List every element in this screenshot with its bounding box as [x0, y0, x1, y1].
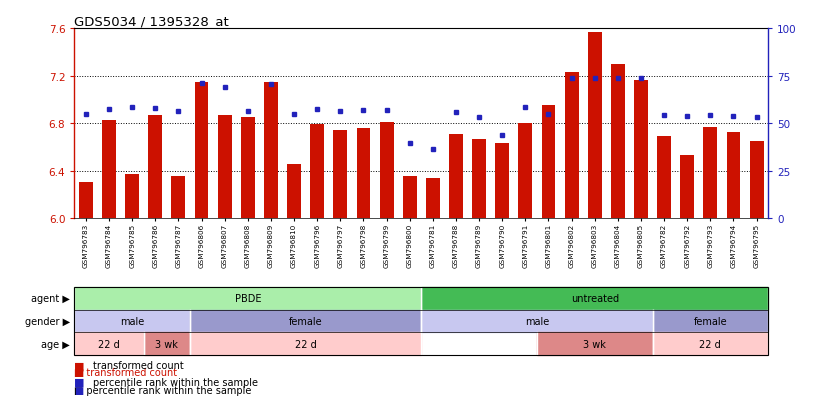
Bar — [241, 118, 254, 219]
Bar — [565, 73, 578, 219]
Text: transformed count: transformed count — [93, 361, 183, 370]
Bar — [657, 137, 671, 219]
Bar — [449, 135, 463, 219]
Bar — [426, 178, 439, 219]
Bar — [681, 156, 694, 219]
Text: ■: ■ — [74, 367, 83, 377]
Bar — [287, 164, 301, 219]
Bar — [750, 142, 763, 219]
Bar — [264, 82, 278, 219]
Bar — [126, 175, 139, 219]
Text: ■ transformed count: ■ transformed count — [74, 367, 178, 377]
Text: 3 wk: 3 wk — [155, 339, 178, 349]
Text: female: female — [289, 316, 322, 326]
Bar — [380, 123, 393, 219]
Bar — [704, 128, 717, 219]
Bar — [195, 82, 208, 219]
Text: 22 d: 22 d — [98, 339, 120, 349]
Bar — [311, 125, 324, 219]
Bar — [79, 182, 93, 219]
Bar — [357, 128, 370, 219]
Text: age ▶: age ▶ — [41, 339, 70, 349]
Bar — [218, 116, 231, 219]
Text: agent ▶: agent ▶ — [31, 293, 70, 304]
Text: ■: ■ — [74, 361, 85, 370]
Text: male: male — [525, 316, 549, 326]
Bar — [172, 176, 185, 219]
Text: gender ▶: gender ▶ — [25, 316, 70, 326]
Text: ■: ■ — [74, 377, 85, 387]
Text: male: male — [120, 316, 145, 326]
Text: 22 d: 22 d — [700, 339, 721, 349]
Bar — [403, 176, 416, 219]
Text: GDS5034 / 1395328_at: GDS5034 / 1395328_at — [74, 15, 229, 28]
Bar — [588, 33, 601, 219]
Text: untreated: untreated — [571, 293, 619, 304]
Bar — [634, 81, 648, 219]
Text: percentile rank within the sample: percentile rank within the sample — [93, 377, 258, 387]
Bar — [727, 132, 740, 219]
Text: female: female — [694, 316, 727, 326]
Bar — [149, 116, 162, 219]
Bar — [611, 64, 624, 219]
Text: PBDE: PBDE — [235, 293, 261, 304]
Text: 3 wk: 3 wk — [583, 339, 606, 349]
Text: ■: ■ — [74, 385, 83, 395]
Bar — [102, 120, 116, 219]
Bar — [334, 131, 347, 219]
Text: 22 d: 22 d — [295, 339, 316, 349]
Bar — [496, 144, 509, 219]
Bar — [472, 139, 486, 219]
Bar — [519, 124, 532, 219]
Text: ■ percentile rank within the sample: ■ percentile rank within the sample — [74, 385, 252, 395]
Bar — [542, 106, 555, 219]
